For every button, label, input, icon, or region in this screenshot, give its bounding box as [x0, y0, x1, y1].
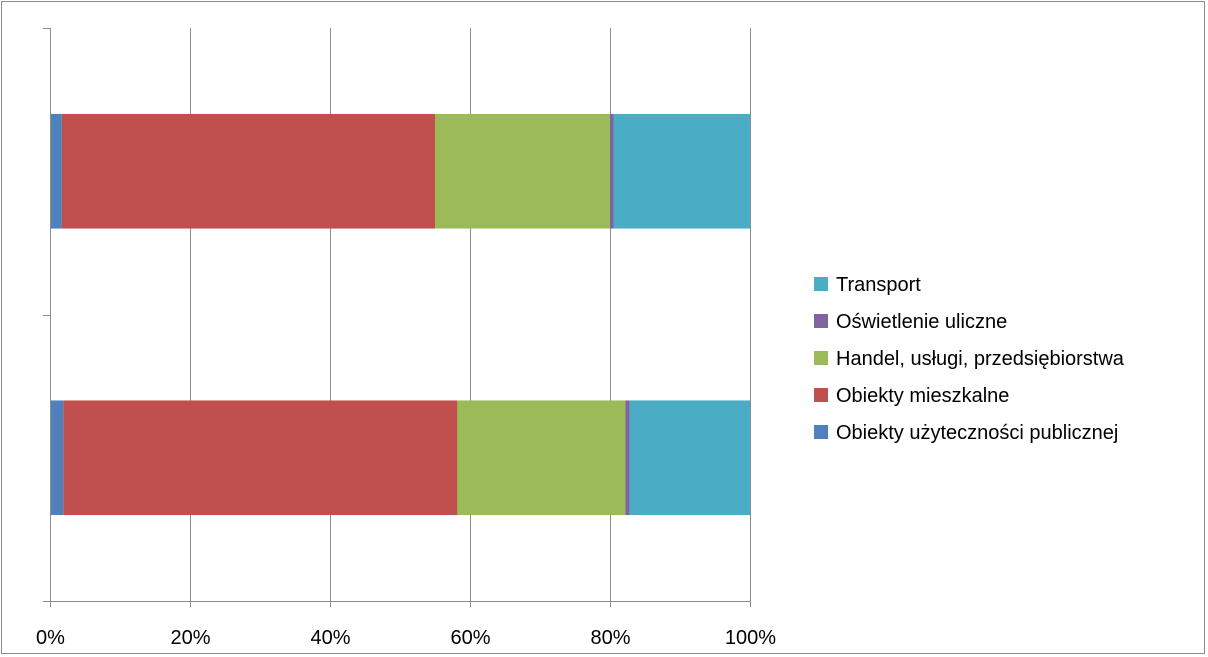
legend-swatch [814, 425, 828, 439]
bar-segment [61, 113, 436, 229]
legend-swatch [814, 388, 828, 402]
bar-segment [629, 400, 750, 516]
x-tick-label: 20% [170, 627, 210, 649]
x-tick-label: 80% [590, 627, 630, 649]
bar-segment [625, 400, 630, 516]
legend-swatch [814, 351, 828, 365]
bars [50, 113, 750, 516]
x-tick-label: 100% [725, 627, 776, 649]
bar-segment [50, 113, 62, 229]
x-tick-labels: 0% 20% 40% 60% 80% 100% [36, 627, 776, 649]
legend-label: Handel, usługi, przedsiębiorstwa [836, 348, 1125, 370]
bar-segment [457, 400, 626, 516]
bar-segment [435, 113, 610, 229]
legend-swatch [814, 277, 828, 291]
legend-label: Oświetlenie uliczne [836, 311, 1007, 333]
x-tick-label: 0% [36, 627, 65, 649]
x-tick-label: 40% [310, 627, 350, 649]
x-tick-label: 60% [450, 627, 490, 649]
bar-segment [610, 113, 614, 229]
legend-swatch [814, 314, 828, 328]
legend: Transport Oświetlenie uliczne Handel, usłu… [814, 274, 1125, 444]
bar-segment [50, 400, 64, 516]
bar-segment [63, 400, 458, 516]
legend-label: Transport [836, 274, 921, 296]
legend-label: Obiekty użyteczności publicznej [836, 422, 1118, 444]
bar-segment [613, 113, 750, 229]
legend-label: Obiekty mieszkalne [836, 385, 1009, 407]
axes [43, 28, 751, 607]
